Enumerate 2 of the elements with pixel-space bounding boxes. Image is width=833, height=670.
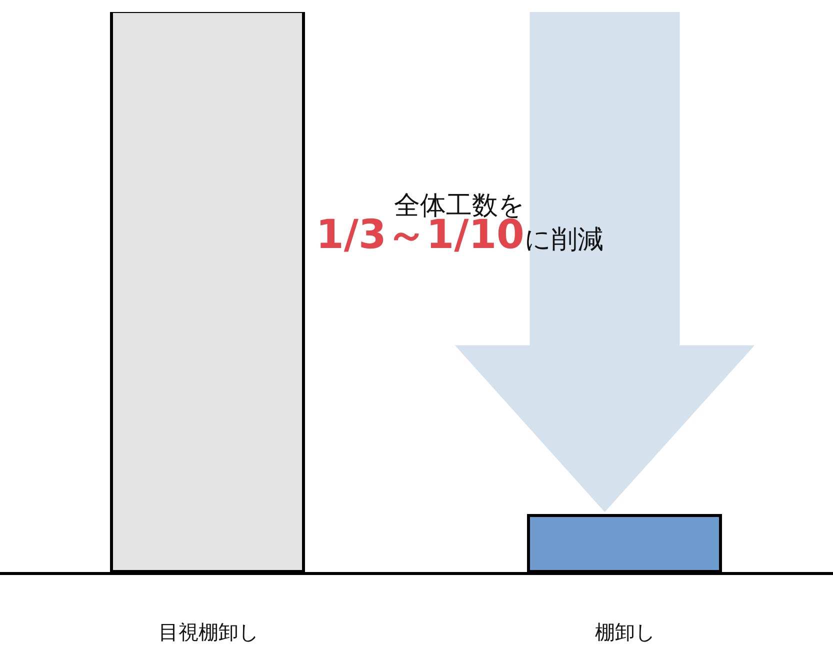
x-tick-label: 目視棚卸し — [158, 620, 258, 644]
x-tick-label: 棚卸し — [594, 620, 655, 644]
